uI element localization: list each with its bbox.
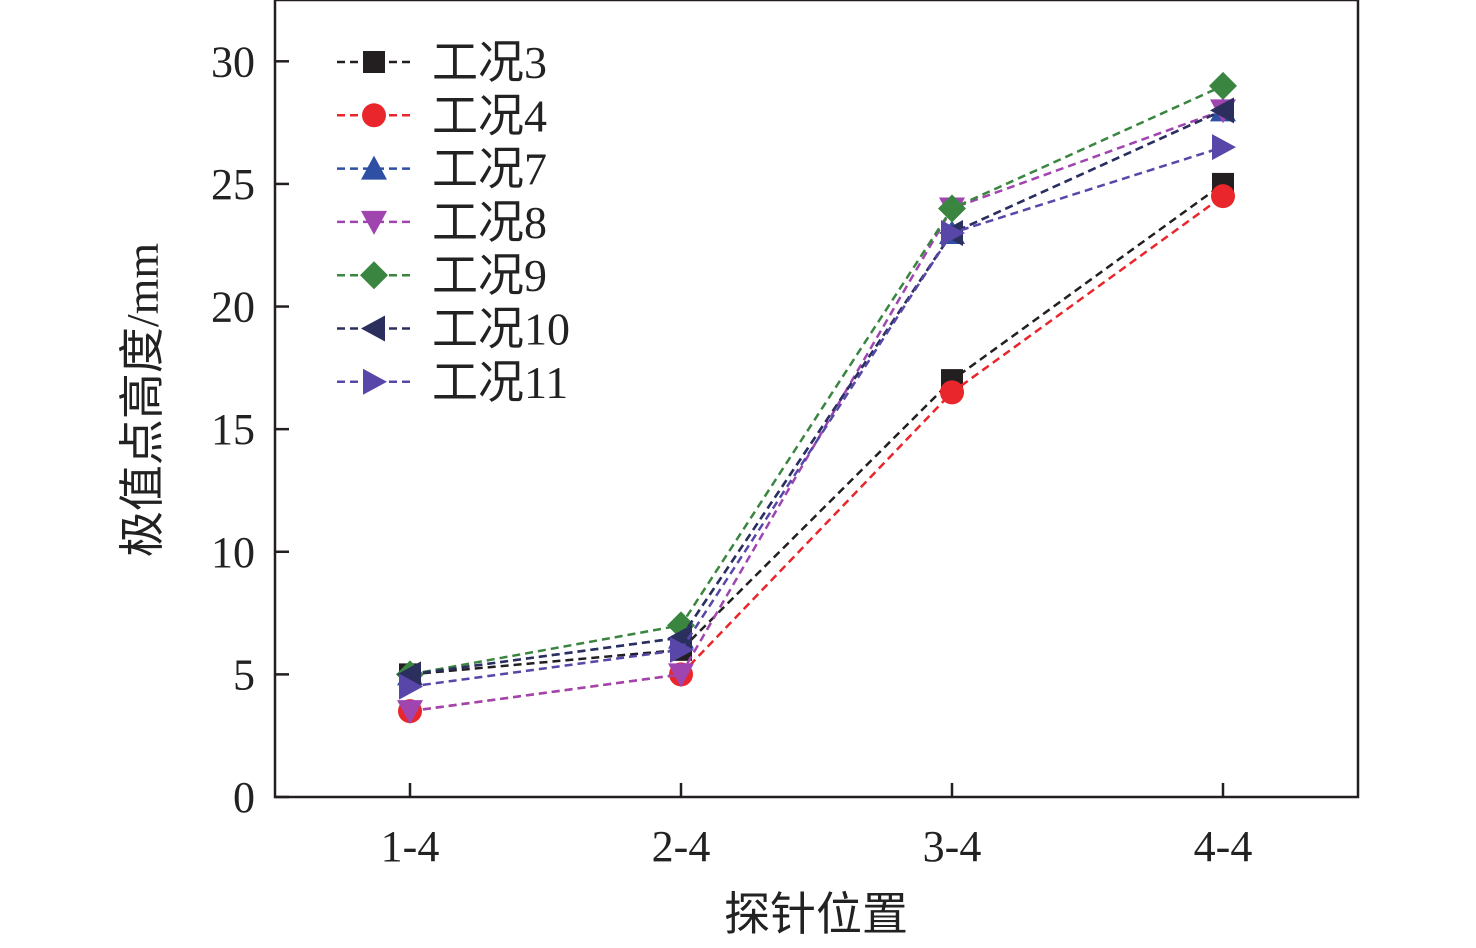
legend-marker xyxy=(361,210,387,235)
legend-label: 工况7 xyxy=(432,144,547,195)
data-point xyxy=(399,673,423,700)
legend-marker xyxy=(362,103,386,128)
series-line xyxy=(409,145,1224,688)
legend-item: 工况10 xyxy=(337,304,570,355)
legend-label: 工况10 xyxy=(432,304,570,355)
legend-marker xyxy=(361,315,385,342)
axes: 0 5 10 15 20 25 30 1-4 2-4 3-4 4-4 xyxy=(211,0,1360,871)
legend-item: 工况8 xyxy=(337,197,547,248)
legend-marker xyxy=(363,368,387,395)
y-axis-label: 极值点高度/mm xyxy=(117,243,168,558)
legend-item: 工况9 xyxy=(337,250,547,301)
data-point xyxy=(1209,71,1237,100)
legend-label: 工况9 xyxy=(432,250,547,301)
y-tick-label: 10 xyxy=(211,528,255,577)
y-tick-label: 30 xyxy=(211,37,255,86)
legend-marker xyxy=(360,261,388,290)
legend-label: 工况3 xyxy=(432,37,547,88)
legend-label: 工况8 xyxy=(432,197,547,248)
legend-item: 工况7 xyxy=(337,144,547,195)
data-point xyxy=(1211,184,1235,209)
series-line xyxy=(409,109,1224,676)
x-tick-label: 2-4 xyxy=(652,822,711,871)
y-tick-label: 15 xyxy=(211,405,255,454)
legend-marker xyxy=(361,155,387,180)
data-point xyxy=(397,700,423,725)
legend-label: 工况11 xyxy=(432,357,568,408)
series-group xyxy=(396,71,1237,725)
data-point xyxy=(940,380,964,405)
data-point xyxy=(941,219,965,246)
series-工况11 xyxy=(399,134,1236,700)
legend-item: 工况3 xyxy=(337,37,547,88)
data-point xyxy=(670,636,694,663)
x-tick-label: 3-4 xyxy=(923,822,982,871)
legend-label: 工况4 xyxy=(432,90,547,141)
y-tick-label: 20 xyxy=(211,283,255,332)
series-line xyxy=(409,182,1224,676)
data-point xyxy=(397,661,421,688)
data-point xyxy=(938,194,966,223)
data-point xyxy=(668,663,694,688)
legend-marker xyxy=(363,51,385,73)
data-point xyxy=(1212,134,1236,161)
plot-frame xyxy=(273,0,1360,799)
x-tick-label: 4-4 xyxy=(1194,822,1253,871)
y-tick-label: 5 xyxy=(233,650,255,699)
series-line xyxy=(409,84,1224,676)
series-line xyxy=(409,109,1224,713)
data-point xyxy=(668,624,692,651)
legend-item: 工况11 xyxy=(337,357,568,408)
y-tick-label: 25 xyxy=(211,160,255,209)
x-tick-label: 1-4 xyxy=(381,822,440,871)
legend-item: 工况4 xyxy=(337,90,547,141)
data-point xyxy=(1210,97,1234,124)
y-tick-label: 0 xyxy=(233,773,255,822)
x-axis-label: 探针位置 xyxy=(724,889,908,940)
